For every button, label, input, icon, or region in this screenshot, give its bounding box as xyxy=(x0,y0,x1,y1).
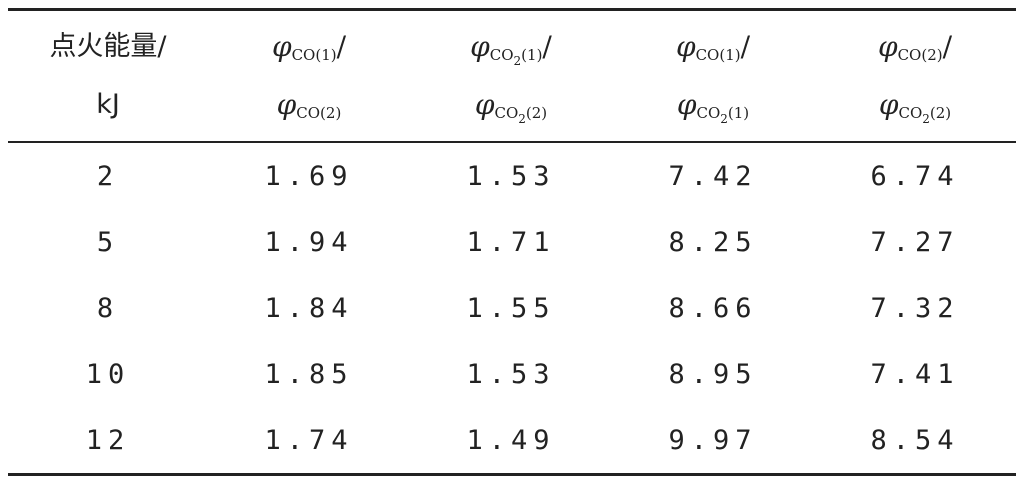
cell-ratio: 1.84 xyxy=(264,292,354,324)
table-row: 5 1.94 1.71 8.25 7.27 xyxy=(8,209,1016,275)
header-ratio-numerator: φCO(1)/ xyxy=(675,30,751,64)
data-table-container: 点火能量/ kJ φCO(1)/ φCO(2) φCO2(1)/ φCO2(2)… xyxy=(8,8,1016,476)
cell-ratio: 6.74 xyxy=(870,160,960,192)
header-ratio-numerator: φCO(2)/ xyxy=(877,30,953,64)
cell-ignition-energy: 8 xyxy=(96,292,120,324)
cell-ratio: 7.42 xyxy=(668,160,758,192)
header-ratio-denominator: φCO2(1) xyxy=(676,88,750,126)
header-ignition-energy: 点火能量/ kJ xyxy=(8,10,208,143)
cell-ratio: 7.41 xyxy=(870,358,960,390)
cell-ratio: 1.69 xyxy=(264,160,354,192)
header-ratio-denominator: φCO(2) xyxy=(276,88,342,122)
table-row: 8 1.84 1.55 8.66 7.32 xyxy=(8,275,1016,341)
cell-ratio: 1.53 xyxy=(466,358,556,390)
header-row: 点火能量/ kJ φCO(1)/ φCO(2) φCO2(1)/ φCO2(2)… xyxy=(8,9,1016,143)
table-body: 2 1.69 1.53 7.42 6.74 5 1.94 1.71 8.25 7… xyxy=(8,142,1016,475)
header-ratio-co2-co2-2: φCO(2)/ φCO2(2) xyxy=(814,10,1016,143)
cell-ratio: 1.49 xyxy=(466,424,556,456)
header-ratio-co1-co2-1: φCO(1)/ φCO2(1) xyxy=(612,10,814,143)
header-ignition-energy-label: 点火能量/ xyxy=(49,31,167,62)
cell-ignition-energy: 2 xyxy=(96,160,120,192)
cell-ratio: 1.71 xyxy=(466,226,556,258)
cell-ratio: 1.74 xyxy=(264,424,354,456)
header-ignition-energy-unit: kJ xyxy=(96,89,120,120)
header-ratio-co2-1-co2-2: φCO2(1)/ φCO2(2) xyxy=(410,10,612,143)
cell-ratio: 7.32 xyxy=(870,292,960,324)
table-row: 2 1.69 1.53 7.42 6.74 xyxy=(8,142,1016,209)
data-table: 点火能量/ kJ φCO(1)/ φCO(2) φCO2(1)/ φCO2(2)… xyxy=(8,8,1016,476)
cell-ratio: 8.25 xyxy=(668,226,758,258)
cell-ignition-energy: 12 xyxy=(85,424,131,456)
header-ratio-co1-co2: φCO(1)/ φCO(2) xyxy=(208,10,410,143)
header-ratio-numerator: φCO2(1)/ xyxy=(470,30,552,68)
cell-ratio: 8.95 xyxy=(668,358,758,390)
table-header: 点火能量/ kJ φCO(1)/ φCO(2) φCO2(1)/ φCO2(2)… xyxy=(8,9,1016,143)
header-ratio-numerator: φCO(1)/ xyxy=(271,30,347,64)
cell-ratio: 1.94 xyxy=(264,226,354,258)
cell-ignition-energy: 5 xyxy=(96,226,120,258)
table-row: 10 1.85 1.53 8.95 7.41 xyxy=(8,341,1016,407)
cell-ratio: 7.27 xyxy=(870,226,960,258)
cell-ratio: 8.54 xyxy=(870,424,960,456)
cell-ratio: 9.97 xyxy=(668,424,758,456)
header-ratio-denominator: φCO2(2) xyxy=(474,88,548,126)
cell-ignition-energy: 10 xyxy=(85,358,131,390)
cell-ratio: 1.85 xyxy=(264,358,354,390)
cell-ratio: 1.53 xyxy=(466,160,556,192)
header-ratio-denominator: φCO2(2) xyxy=(878,88,952,126)
table-row: 12 1.74 1.49 9.97 8.54 xyxy=(8,407,1016,475)
cell-ratio: 1.55 xyxy=(466,292,556,324)
cell-ratio: 8.66 xyxy=(668,292,758,324)
